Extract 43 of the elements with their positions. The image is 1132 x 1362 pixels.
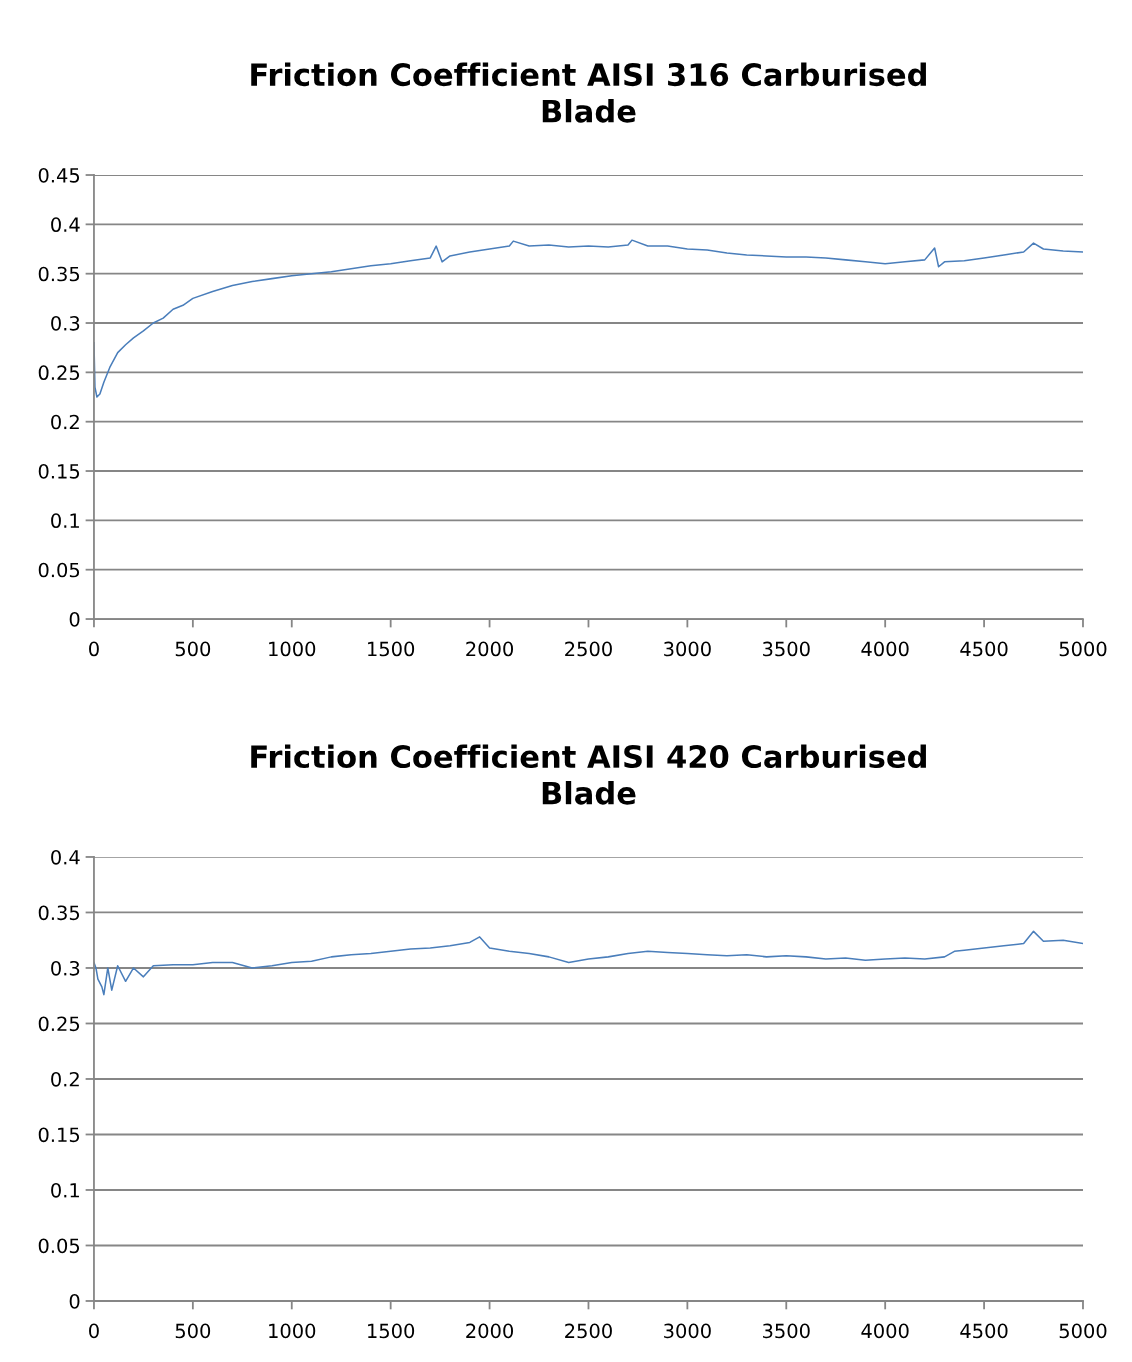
chart-title: Friction Coefficient AISI 420 Carburised Blade — [251, 744, 926, 805]
x-tick-label: 0 — [89, 1323, 99, 1339]
x-tick-label: 5000 — [1059, 641, 1107, 657]
y-tick-label: 0 — [69, 611, 80, 627]
y-tick-label: 0.35 — [38, 266, 80, 282]
y-tick-label: 0.2 — [51, 1071, 79, 1087]
y-tick-label: 0 — [69, 1293, 80, 1309]
y-tick-label: 0.3 — [51, 315, 80, 331]
y-tick-label: 0.25 — [38, 1016, 80, 1032]
y-tick-label: 0.4 — [51, 849, 80, 865]
x-tick-label: 4000 — [861, 1323, 909, 1339]
y-tick-label: 0.45 — [38, 167, 80, 183]
y-tick-label: 0.2 — [51, 414, 79, 430]
y-tick-label: 0.4 — [51, 217, 80, 233]
y-tick-label: 0.35 — [38, 905, 80, 921]
x-tick-label: 500 — [175, 1323, 211, 1339]
x-tick-label: 3000 — [664, 641, 711, 657]
y-tick-label: 0.05 — [38, 562, 80, 578]
x-tick-label: 1000 — [269, 1323, 316, 1339]
x-tick-label: 2500 — [565, 641, 612, 657]
x-tick-label: 1500 — [368, 1323, 415, 1339]
x-tick-label: 3000 — [664, 1323, 711, 1339]
x-tick-label: 4500 — [960, 641, 1008, 657]
y-tick-label: 0.3 — [51, 960, 80, 976]
y-tick-label: 0.1 — [51, 1182, 79, 1198]
x-tick-label: 2000 — [466, 1323, 514, 1339]
x-tick-label: 2500 — [565, 1323, 612, 1339]
y-tick-label: 0.15 — [38, 1127, 80, 1143]
chart-title: Friction Coefficient AISI 316 Carburised Blade — [251, 62, 926, 123]
x-tick-label: 1000 — [269, 641, 316, 657]
x-tick-label: 3500 — [763, 1323, 810, 1339]
y-tick-label: 0.1 — [51, 513, 79, 529]
y-tick-label: 0.05 — [38, 1238, 80, 1254]
x-tick-label: 4000 — [861, 641, 909, 657]
y-tick-label: 0.15 — [38, 463, 80, 479]
x-tick-label: 4500 — [960, 1323, 1008, 1339]
x-tick-label: 2000 — [466, 641, 514, 657]
x-tick-label: 1500 — [368, 641, 415, 657]
x-tick-label: 3500 — [763, 641, 810, 657]
x-tick-label: 5000 — [1059, 1323, 1107, 1339]
x-tick-label: 500 — [175, 641, 211, 657]
x-tick-label: 0 — [89, 641, 99, 657]
y-tick-label: 0.25 — [38, 365, 80, 381]
